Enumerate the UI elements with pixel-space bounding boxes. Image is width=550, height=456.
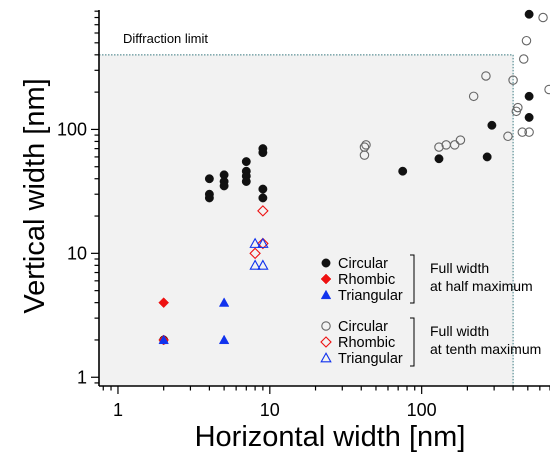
legend-group-label-line2: at half maximum — [430, 278, 533, 294]
fwhm-circle-point — [482, 152, 492, 162]
fwtm-circle-point — [503, 131, 513, 142]
fwtm-triangle-point — [257, 237, 269, 248]
y-tick-label: 100 — [57, 119, 87, 139]
data-points — [158, 9, 550, 346]
legend-fwhm-triangle-label: Triangular — [338, 288, 403, 304]
fwhm-circle-point — [258, 148, 268, 158]
diffraction-limit-label: Diffraction limit — [123, 31, 208, 46]
fwtm-circle-point — [544, 84, 550, 95]
fwhm-circle-point — [204, 193, 214, 203]
legend-fwhm-diamond-marker — [320, 273, 332, 285]
fwhm-circle-point — [219, 181, 229, 191]
legend-fwhm-triangle-marker — [320, 289, 332, 300]
fwhm-triangle-point — [218, 334, 230, 345]
fwtm-triangle-point — [257, 259, 269, 270]
fwtm-circle-point — [449, 140, 460, 150]
fwtm-circle-point — [511, 106, 522, 117]
fwtm-circle-point — [481, 71, 491, 81]
fwhm-circle-point — [434, 154, 444, 164]
fwtm-diamond-point — [257, 205, 269, 217]
fwtm-circle-point — [455, 135, 466, 145]
fwtm-circle-point — [521, 35, 532, 46]
fwtm-circle-point — [538, 12, 548, 23]
x-tick-label: 1 — [113, 400, 123, 420]
legend-group-bracket — [410, 317, 415, 367]
fwtm-circle-point — [359, 150, 370, 160]
x-axis-label: Horizontal width [nm] — [195, 421, 466, 453]
plot-area — [98, 10, 550, 387]
fwhm-circle-point — [524, 91, 534, 101]
fwtm-diamond-point — [257, 237, 269, 250]
fwtm-triangle-point — [249, 259, 261, 270]
fwtm-circle-point — [524, 127, 534, 137]
fwhm-circle-point — [398, 166, 408, 176]
x-tick-label: 100 — [407, 400, 437, 420]
fwtm-circle-point — [517, 127, 528, 137]
fwhm-circle-point — [204, 174, 214, 184]
legend-group-bracket — [410, 254, 415, 304]
legend-group-label-line1: Full width — [430, 323, 489, 339]
x-tick-label: 10 — [260, 400, 280, 420]
fwtm-diamond-point — [249, 247, 261, 260]
y-tick-label: 10 — [67, 243, 87, 263]
legend-group-label-line1: Full width — [430, 260, 489, 276]
legend-fwtm-circle-marker — [321, 321, 331, 331]
fwhm-circle-point — [258, 184, 268, 194]
legend-fwhm-circle-marker — [321, 258, 331, 268]
fwhm-triangle-point — [158, 334, 169, 345]
legend-fwhm-diamond-label: Rhombic — [338, 272, 395, 288]
fwhm-circle-point — [524, 9, 534, 19]
legend-fwtm-diamond-label: Rhombic — [338, 335, 395, 351]
fwtm-circle-point — [508, 75, 518, 85]
fwhm-circle-point — [487, 120, 497, 130]
legend-group-label-line2: at tenth maximum — [430, 341, 541, 357]
y-tick-label: 1 — [77, 367, 87, 387]
fwtm-triangle-point — [249, 237, 261, 248]
legend-fwtm-triangle-label: Triangular — [338, 351, 403, 367]
fwtm-circle-point — [434, 142, 444, 152]
legend-fwtm-diamond-marker — [320, 336, 332, 348]
fwtm-circle-point — [468, 91, 479, 102]
fwhm-triangle-point — [218, 297, 230, 307]
fwhm-circle-point — [241, 177, 251, 186]
legend: CircularRhombicTriangularCircularRhombic… — [320, 254, 541, 367]
fwhm-circle-point — [241, 157, 251, 167]
legend-fwtm-circle-label: Circular — [338, 319, 388, 335]
fwtm-circle-point — [518, 54, 529, 64]
diffraction-region — [99, 54, 514, 386]
fwhm-diamond-point — [158, 297, 170, 309]
legend-fwhm-circle-label: Circular — [338, 256, 388, 272]
axis-ticks: 1 10 100 1 10 100 — [57, 10, 550, 420]
y-axis-label: Vertical width [nm] — [19, 78, 51, 313]
fwhm-circle-point — [258, 193, 268, 203]
fwtm-circle-point — [361, 140, 371, 150]
legend-fwtm-triangle-marker — [320, 352, 332, 363]
fwhm-circle-point — [524, 112, 534, 122]
